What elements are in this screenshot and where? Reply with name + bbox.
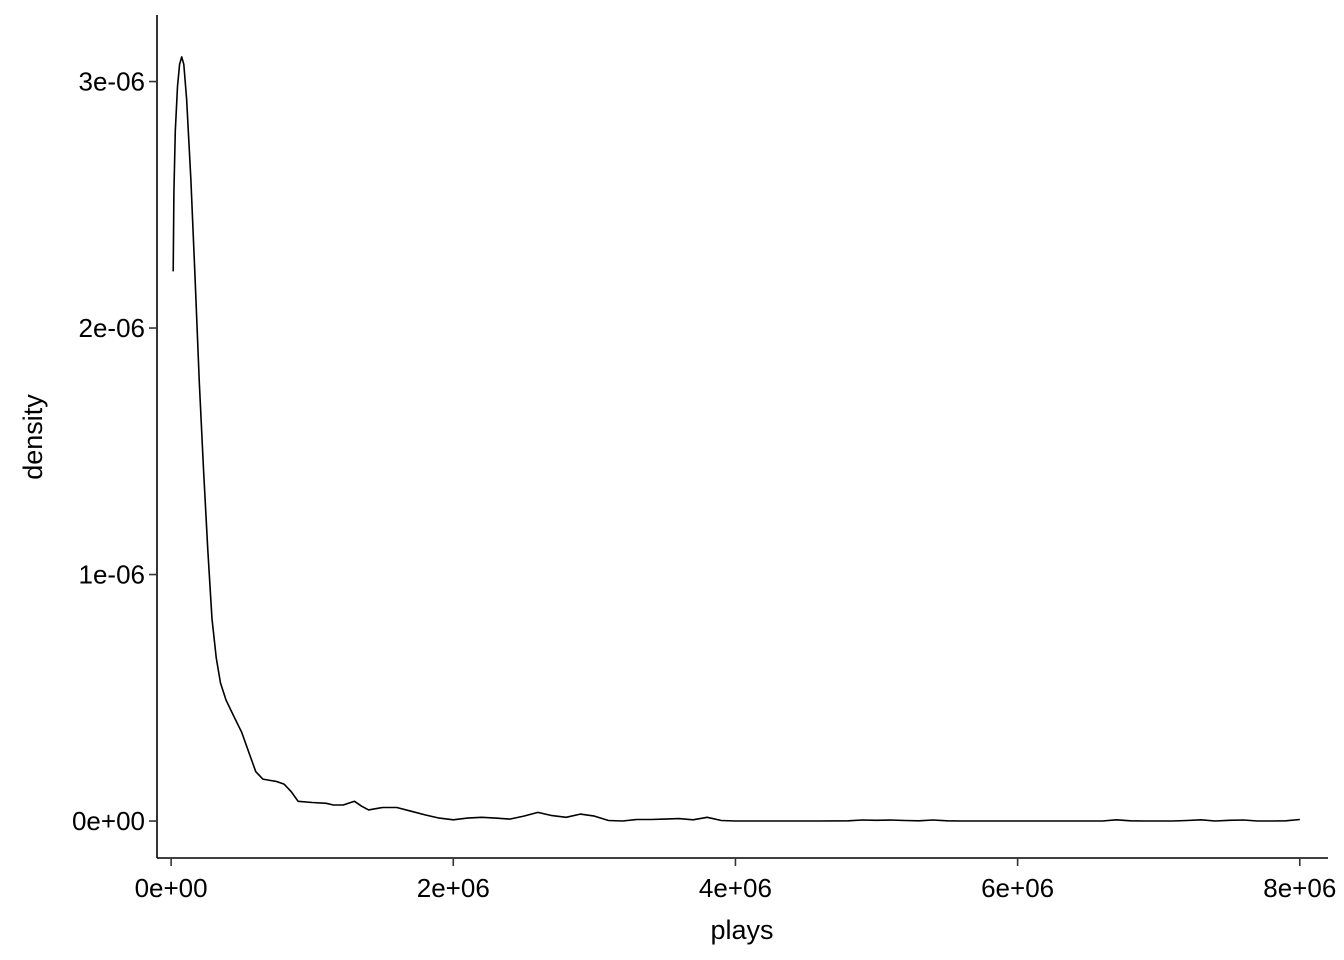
y-tick-label-1: 1e-06 bbox=[79, 560, 146, 590]
y-tick-label-0: 0e+00 bbox=[72, 806, 145, 836]
density-line-0 bbox=[172, 56, 1300, 822]
y-tick-label-3: 3e-06 bbox=[79, 67, 146, 97]
x-tick-label-2: 4e+06 bbox=[699, 873, 772, 903]
x-axis-title: plays bbox=[710, 915, 773, 945]
x-tick-label-0: 0e+00 bbox=[135, 873, 208, 903]
y-axis-title: density bbox=[18, 394, 48, 480]
x-tick-label-4: 8e+06 bbox=[1263, 873, 1336, 903]
y-tick-label-2: 2e-06 bbox=[79, 313, 146, 343]
x-tick-label-3: 6e+06 bbox=[981, 873, 1054, 903]
x-tick-label-1: 2e+06 bbox=[417, 873, 490, 903]
